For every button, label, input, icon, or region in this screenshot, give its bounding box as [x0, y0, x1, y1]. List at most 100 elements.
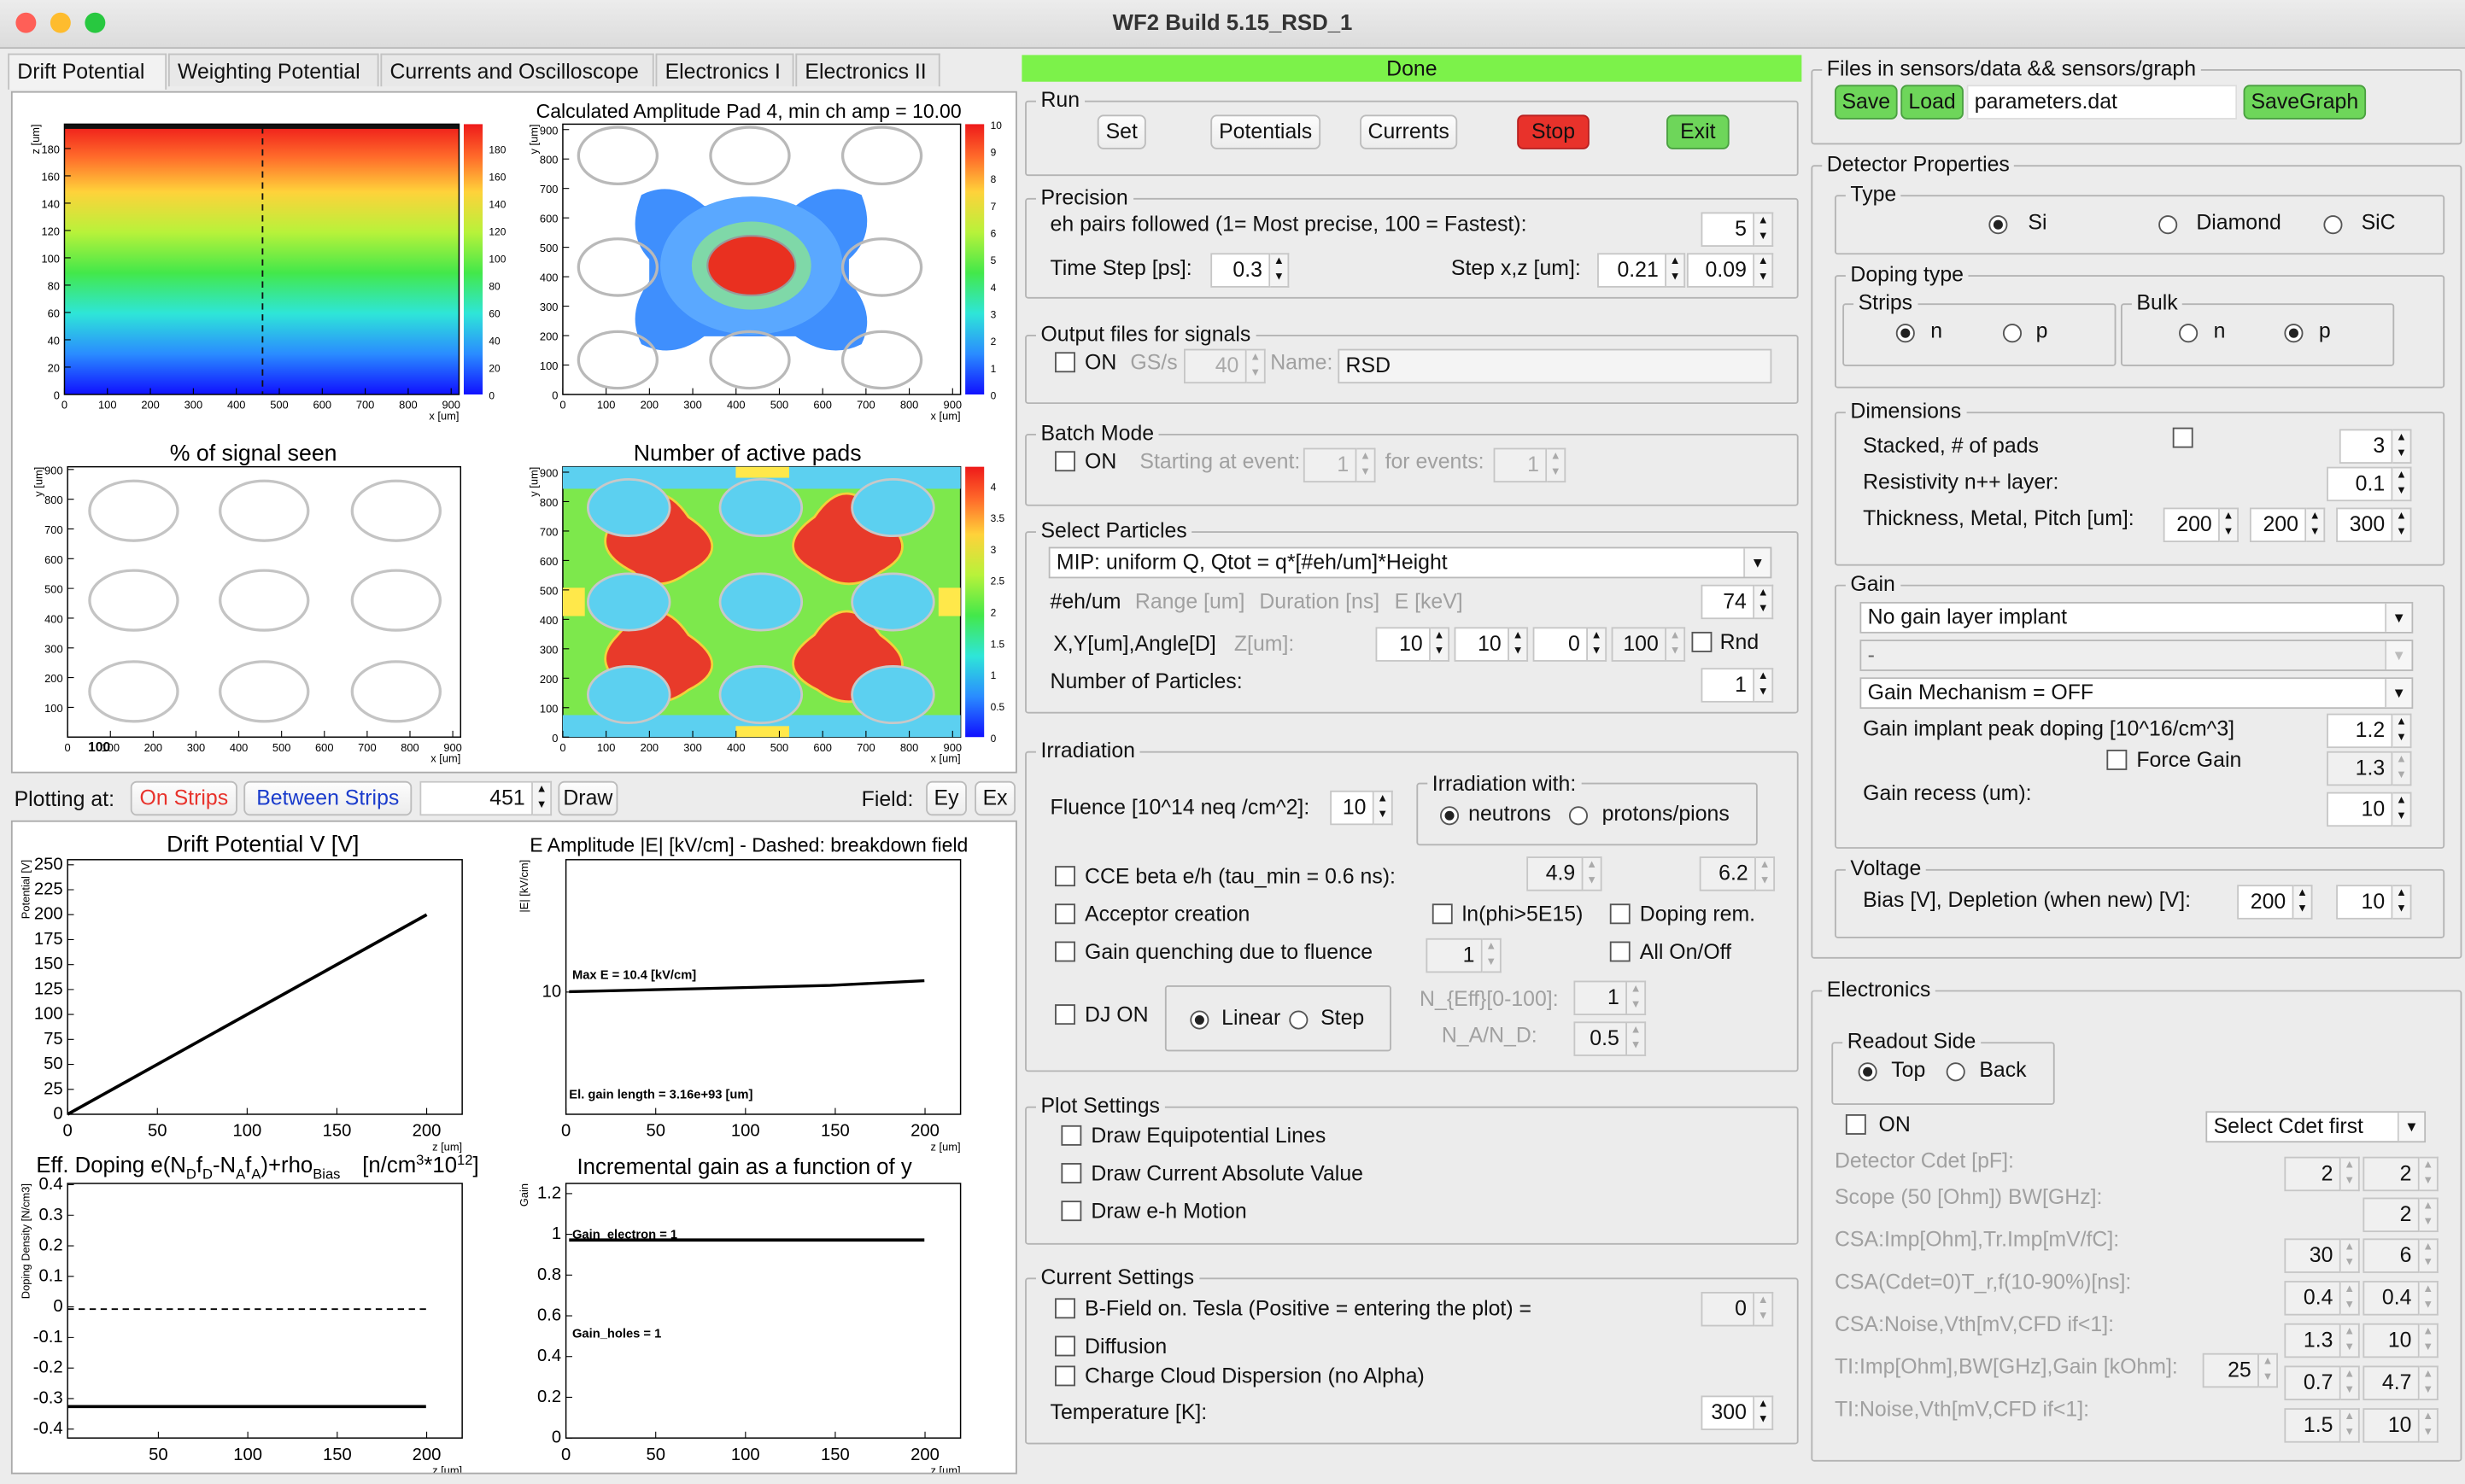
- cce-e-stepper[interactable]: 4.9 ▲ ▼: [1526, 856, 1602, 891]
- close-window-button[interactable]: [15, 12, 37, 33]
- particle-z-stepper[interactable]: 100 ▲ ▼: [1611, 627, 1686, 662]
- plot-position-stepper[interactable]: 451 ▲ ▼: [419, 780, 553, 816]
- on-strips-button[interactable]: On Strips: [130, 780, 237, 816]
- force-gain-stepper[interactable]: 1.3 ▲ ▼: [2327, 751, 2412, 786]
- eh-per-um-stepper[interactable]: 74 ▲ ▼: [1701, 584, 1774, 620]
- between-strips-button[interactable]: Between Strips: [243, 780, 413, 816]
- dj-on-checkbox[interactable]: [1055, 1004, 1075, 1025]
- drift-1d-plots-canvas[interactable]: Drift Potential V [V] 0 50 100 150 200 0 25 50 7…: [10, 820, 1017, 1476]
- scope-bw-stepper[interactable]: 2 ▲ ▼: [2363, 1197, 2439, 1233]
- protons-radio[interactable]: [1568, 806, 1589, 826]
- gain-mechanism-select[interactable]: Gain Mechanism = OFF ▼: [1859, 677, 2414, 710]
- metal-stepper[interactable]: 200 ▲ ▼: [2249, 507, 2326, 543]
- ti-noise-stepper[interactable]: 1.5 ▲ ▼: [2284, 1408, 2360, 1443]
- step-z-stepper[interactable]: 0.09 ▲ ▼: [1686, 253, 1774, 288]
- diamond-radio[interactable]: [2158, 215, 2178, 235]
- csa-imp-stepper[interactable]: 30 ▲ ▼: [2284, 1238, 2360, 1273]
- bfield-stepper[interactable]: 0 ▲ ▼: [1701, 1291, 1774, 1327]
- stacked-pads-stepper[interactable]: 3 ▲ ▼: [2339, 429, 2412, 464]
- bulk-n-radio[interactable]: [2179, 324, 2199, 343]
- linear-radio[interactable]: [1190, 1010, 1209, 1030]
- tab-electronics-1[interactable]: Electronics I: [655, 53, 794, 87]
- potentials-button[interactable]: Potentials: [1210, 114, 1321, 149]
- depletion-stepper[interactable]: 10 ▲ ▼: [2336, 885, 2412, 920]
- neutrons-radio[interactable]: [1439, 806, 1460, 826]
- particle-type-select[interactable]: MIP: uniform Q, Qtot = q*[#eh/um]*Height…: [1048, 546, 1772, 579]
- ti-imp-stepper[interactable]: 25 ▲ ▼: [2202, 1353, 2279, 1388]
- temperature-stepper[interactable]: 300 ▲ ▼: [1701, 1395, 1774, 1430]
- gain-profile-select[interactable]: - ▼: [1859, 640, 2414, 671]
- batch-on-checkbox[interactable]: [1055, 451, 1075, 472]
- si-radio[interactable]: [1988, 215, 2008, 235]
- field-ex-button[interactable]: Ex: [975, 780, 1016, 816]
- particle-x-stepper[interactable]: 10 ▲ ▼: [1375, 627, 1450, 662]
- step-radio[interactable]: [1289, 1010, 1309, 1030]
- tab-weighting-potential[interactable]: Weighting Potential: [167, 53, 379, 87]
- ti-vth-stepper[interactable]: 10 ▲ ▼: [2363, 1408, 2439, 1443]
- field-ey-button[interactable]: Ey: [926, 780, 967, 816]
- bulk-p-radio[interactable]: [2284, 324, 2304, 343]
- eh-pairs-stepper[interactable]: 5 ▲ ▼: [1701, 212, 1774, 247]
- bias-stepper[interactable]: 200 ▲ ▼: [2237, 885, 2313, 920]
- drift-plots-canvas[interactable]: 0 100 200 300 400 500 600 700 800 900 0 20 40 60 80 100…: [10, 91, 1017, 774]
- cce-checkbox[interactable]: [1055, 866, 1075, 887]
- readout-top-radio[interactable]: [1858, 1062, 1877, 1082]
- all-on-off-checkbox[interactable]: [1609, 941, 1631, 962]
- strips-n-radio[interactable]: [1895, 324, 1915, 343]
- fluence-stepper[interactable]: 10 ▲ ▼: [1330, 790, 1393, 826]
- batch-start-stepper[interactable]: 1 ▲ ▼: [1303, 447, 1376, 483]
- gain-implant-select[interactable]: No gain layer implant ▼: [1859, 601, 2414, 634]
- gss-stepper[interactable]: 40 ▲ ▼: [1183, 348, 1266, 384]
- exit-button[interactable]: Exit: [1666, 114, 1730, 149]
- maximize-window-button[interactable]: [85, 12, 106, 33]
- neff-stepper[interactable]: 1 ▲ ▼: [1573, 980, 1647, 1016]
- equipotential-checkbox[interactable]: [1061, 1125, 1082, 1146]
- output-on-checkbox[interactable]: [1055, 352, 1075, 373]
- num-particles-stepper[interactable]: 1 ▲ ▼: [1701, 668, 1774, 703]
- minimize-window-button[interactable]: [50, 12, 71, 33]
- ti-bw-stepper[interactable]: 0.7 ▲ ▼: [2284, 1365, 2360, 1400]
- cce-h-stepper[interactable]: 6.2 ▲ ▼: [1699, 856, 1776, 891]
- acceptor-checkbox[interactable]: [1055, 903, 1075, 925]
- strips-p-radio[interactable]: [2002, 324, 2023, 343]
- gain-quenching-checkbox[interactable]: [1055, 941, 1075, 962]
- output-name-field[interactable]: RSD: [1338, 348, 1772, 384]
- gain-quenching-stepper[interactable]: 1 ▲ ▼: [1426, 938, 1502, 973]
- load-button[interactable]: Load: [1900, 85, 1964, 120]
- step-x-stepper[interactable]: 0.21 ▲ ▼: [1597, 253, 1686, 288]
- tab-currents-oscilloscope[interactable]: Currents and Oscilloscope: [380, 53, 654, 87]
- particle-angle-stepper[interactable]: 0 ▲ ▼: [1532, 627, 1607, 662]
- force-gain-checkbox[interactable]: [2106, 749, 2128, 770]
- stacked-checkbox[interactable]: [2172, 427, 2193, 448]
- pitch-stepper[interactable]: 300 ▲ ▼: [2336, 507, 2412, 543]
- eh-motion-checkbox[interactable]: [1061, 1201, 1082, 1222]
- na-nd-stepper[interactable]: 0.5 ▲ ▼: [1573, 1021, 1647, 1056]
- gain-recess-stepper[interactable]: 10 ▲ ▼: [2327, 792, 2412, 827]
- cdet-2-stepper[interactable]: 2 ▲ ▼: [2363, 1156, 2439, 1192]
- ln-phi-checkbox[interactable]: [1432, 903, 1453, 925]
- ti-gain-stepper[interactable]: 4.7 ▲ ▼: [2363, 1365, 2439, 1400]
- cdet-select[interactable]: Select Cdet first ▼: [2205, 1111, 2427, 1143]
- doping-rem-checkbox[interactable]: [1609, 903, 1631, 925]
- diffusion-checkbox[interactable]: [1055, 1335, 1075, 1357]
- csa-vth-stepper[interactable]: 10 ▲ ▼: [2363, 1323, 2439, 1358]
- bfield-checkbox[interactable]: [1055, 1298, 1075, 1319]
- csa-tf-stepper[interactable]: 0.4 ▲ ▼: [2363, 1281, 2439, 1316]
- tab-electronics-2[interactable]: Electronics II: [795, 53, 940, 87]
- electronics-on-checkbox[interactable]: [1845, 1113, 1866, 1135]
- time-step-stepper[interactable]: 0.3 ▲ ▼: [1210, 253, 1290, 288]
- savegraph-button[interactable]: SaveGraph: [2243, 85, 2367, 120]
- readout-back-radio[interactable]: [1946, 1062, 1965, 1082]
- currents-button[interactable]: Currents: [1360, 114, 1458, 149]
- set-button[interactable]: Set: [1097, 114, 1146, 149]
- draw-button[interactable]: Draw: [558, 780, 618, 816]
- peak-doping-stepper[interactable]: 1.2 ▲ ▼: [2327, 713, 2412, 749]
- random-checkbox[interactable]: [1691, 631, 1713, 652]
- resistivity-stepper[interactable]: 0.1 ▲ ▼: [2327, 466, 2412, 502]
- sic-radio[interactable]: [2323, 215, 2343, 235]
- current-abs-checkbox[interactable]: [1061, 1163, 1082, 1183]
- cdet-1-stepper[interactable]: 2 ▲ ▼: [2284, 1156, 2360, 1192]
- charge-cloud-checkbox[interactable]: [1055, 1365, 1075, 1387]
- csa-noise-stepper[interactable]: 1.3 ▲ ▼: [2284, 1323, 2360, 1358]
- csa-tr-stepper[interactable]: 0.4 ▲ ▼: [2284, 1281, 2360, 1316]
